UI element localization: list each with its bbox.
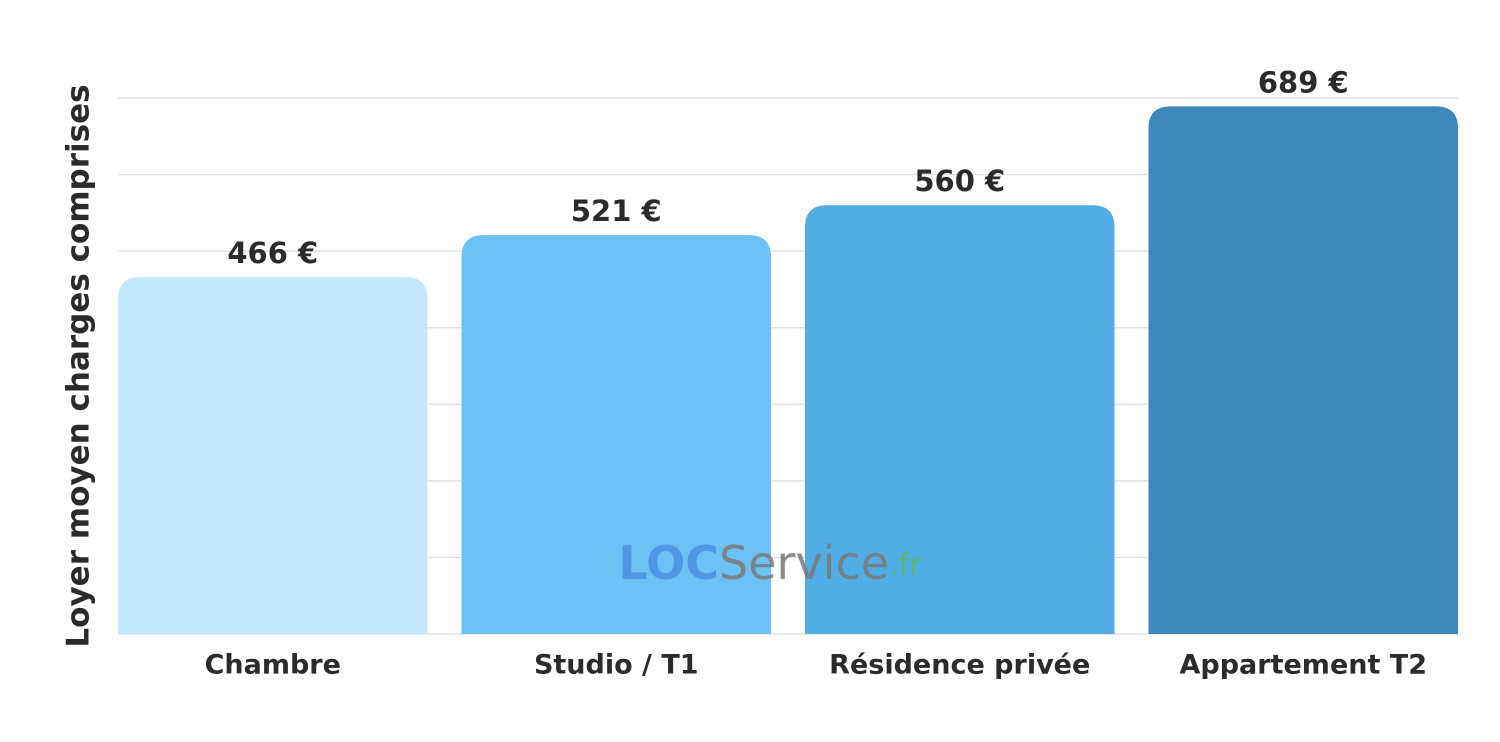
x-tick-label: Chambre [205,650,341,681]
x-tick-label: Appartement T2 [1180,650,1427,681]
watermark-part: .fr [889,548,922,583]
value-label: 466 € [227,236,318,270]
x-tick-label: Résidence privée [829,650,1090,681]
watermark-part: LOC [619,536,720,590]
watermark: LOCService.fr [619,536,923,590]
value-label: 560 € [914,164,1005,198]
bar [461,235,771,634]
watermark-part: Service [719,536,889,590]
bar [1148,106,1458,635]
bar [805,205,1115,634]
y-axis-label: Loyer moyen charges comprises [61,84,97,647]
bar [118,277,428,634]
value-label: 521 € [571,194,662,228]
x-tick-label: Studio / T1 [534,650,699,681]
value-label: 689 € [1258,65,1349,99]
